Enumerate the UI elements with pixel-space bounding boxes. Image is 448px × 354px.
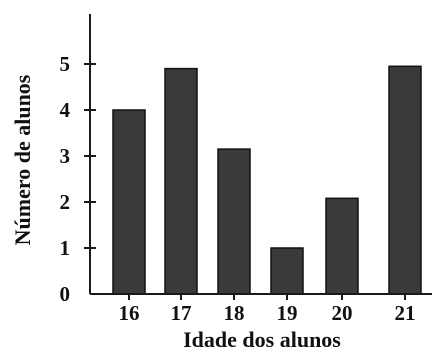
bar-21 [388, 65, 422, 295]
bar-19 [270, 247, 304, 295]
bar-17 [164, 67, 198, 295]
y-tick-label-4: 4 [60, 98, 71, 122]
x-tick-label-18: 18 [224, 301, 245, 325]
y-tick-label-2: 2 [60, 190, 71, 214]
x-tick-label-16: 16 [119, 301, 140, 325]
y-axis-title: Número de alunos [10, 74, 35, 245]
y-tick-label-1: 1 [60, 236, 71, 260]
bar-18 [217, 148, 251, 295]
x-tick-label-20: 20 [332, 301, 353, 325]
bars-group [112, 65, 422, 295]
y-tick-label-3: 3 [60, 144, 71, 168]
x-axis-title: Idade dos alunos [183, 327, 341, 352]
x-ticks-group: 16 17 18 19 20 21 [119, 294, 416, 325]
x-tick-label-17: 17 [171, 301, 192, 325]
bar-16 [112, 109, 146, 295]
bar-20 [325, 197, 359, 295]
x-tick-label-21: 21 [395, 301, 416, 325]
y-tick-label-0: 0 [60, 282, 71, 306]
y-tick-label-5: 5 [60, 52, 71, 76]
y-ticks-group: 0 1 2 3 4 5 [60, 52, 96, 306]
x-tick-label-19: 19 [277, 301, 298, 325]
